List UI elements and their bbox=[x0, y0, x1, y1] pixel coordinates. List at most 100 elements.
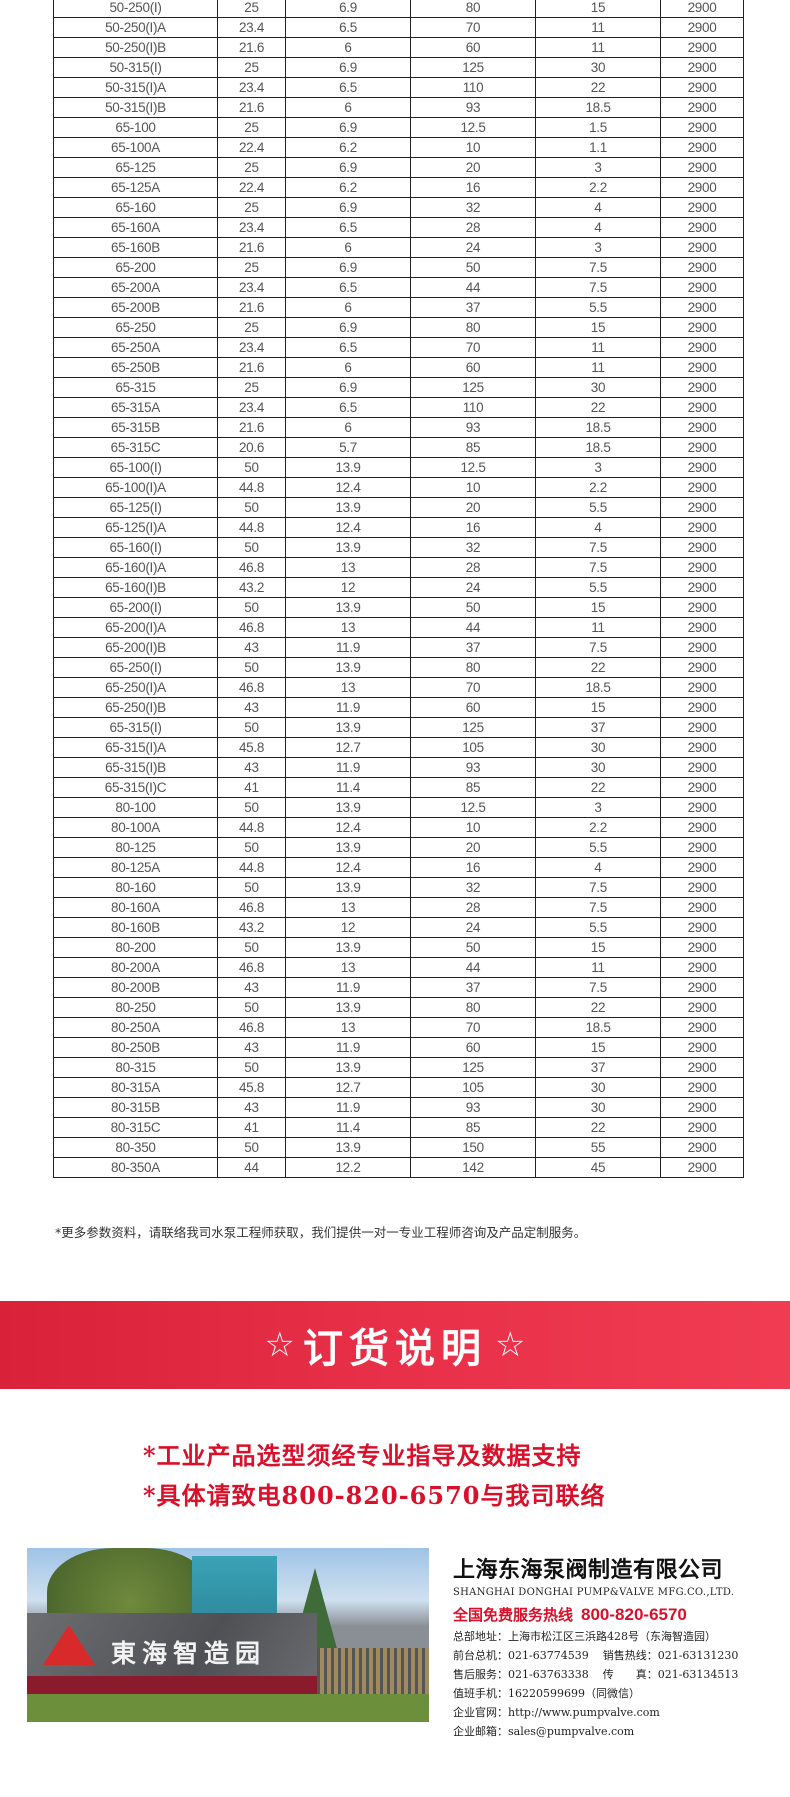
table-cell: 65-200B bbox=[53, 297, 218, 318]
table-row: 65-160(I)A 46.8 13 28 7.5 2900 bbox=[53, 557, 744, 578]
table-cell: 18.5 bbox=[535, 97, 661, 118]
table-cell: 65-315(I)A bbox=[53, 737, 218, 758]
table-cell: 2900 bbox=[660, 437, 744, 458]
table-cell: 25 bbox=[217, 317, 286, 338]
table-cell: 25 bbox=[217, 377, 286, 398]
table-cell: 13.9 bbox=[285, 717, 411, 738]
table-cell: 65-125 bbox=[53, 157, 218, 178]
table-cell: 24 bbox=[410, 237, 536, 258]
table-cell: 16 bbox=[410, 177, 536, 198]
table-cell: 2900 bbox=[660, 317, 744, 338]
table-cell: 7.5 bbox=[535, 637, 661, 658]
table-cell: 32 bbox=[410, 197, 536, 218]
table-cell: 25 bbox=[217, 117, 286, 138]
table-cell: 44 bbox=[410, 617, 536, 638]
table-cell: 18.5 bbox=[535, 437, 661, 458]
table-cell: 37 bbox=[410, 637, 536, 658]
table-cell: 2900 bbox=[660, 477, 744, 498]
table-cell: 2900 bbox=[660, 777, 744, 798]
table-cell: 80-350A bbox=[53, 1157, 218, 1178]
table-row: 80-315B 43 11.9 93 30 2900 bbox=[53, 1097, 744, 1118]
table-cell: 44 bbox=[410, 957, 536, 978]
table-cell: 16 bbox=[410, 517, 536, 538]
table-cell: 11 bbox=[535, 17, 661, 38]
table-cell: 13.9 bbox=[285, 837, 411, 858]
table-cell: 44.8 bbox=[217, 477, 286, 498]
table-cell: 65-100(I)A bbox=[53, 477, 218, 498]
table-row: 65-315(I) 50 13.9 125 37 2900 bbox=[53, 717, 744, 738]
table-cell: 2900 bbox=[660, 0, 744, 18]
table-cell: 2900 bbox=[660, 457, 744, 478]
table-cell: 45.8 bbox=[217, 737, 286, 758]
front-desk: 前台总机：021-63774539 bbox=[453, 1649, 589, 1662]
table-cell: 11.4 bbox=[285, 1117, 411, 1138]
company-info: 上海东海泵阀制造有限公司 SHANGHAI DONGHAI PUMP&VALVE… bbox=[453, 1552, 753, 1739]
table-cell: 11.9 bbox=[285, 1037, 411, 1058]
table-cell: 80-315 bbox=[53, 1057, 218, 1078]
table-cell: 65-160(I)B bbox=[53, 577, 218, 598]
table-row: 65-200 25 6.9 50 7.5 2900 bbox=[53, 257, 744, 278]
table-cell: 7.5 bbox=[535, 557, 661, 578]
table-cell: 70 bbox=[410, 677, 536, 698]
table-cell: 43.2 bbox=[217, 917, 286, 938]
table-cell: 125 bbox=[410, 57, 536, 78]
table-cell: 15 bbox=[535, 1037, 661, 1058]
table-cell: 43 bbox=[217, 977, 286, 998]
table-cell: 18.5 bbox=[535, 1017, 661, 1038]
table-cell: 2900 bbox=[660, 877, 744, 898]
table-cell: 65-100A bbox=[53, 137, 218, 158]
table-cell: 50 bbox=[217, 937, 286, 958]
mobile: 值班手机：16220599699（同微信） bbox=[453, 1687, 640, 1700]
table-cell: 11.9 bbox=[285, 977, 411, 998]
table-row: 65-315 25 6.9 125 30 2900 bbox=[53, 377, 744, 398]
table-cell: 50-250(I)B bbox=[53, 37, 218, 58]
table-cell: 11 bbox=[535, 617, 661, 638]
table-cell: 65-125(I)A bbox=[53, 517, 218, 538]
table-cell: 1.5 bbox=[535, 117, 661, 138]
table-cell: 7.5 bbox=[535, 877, 661, 898]
table-cell: 65-315(I)B bbox=[53, 757, 218, 778]
table-cell: 6 bbox=[285, 37, 411, 58]
website-link[interactable]: 企业官网：http://www.pumpvalve.com bbox=[453, 1706, 660, 1719]
table-row: 65-250(I)A 46.8 13 70 18.5 2900 bbox=[53, 677, 744, 698]
table-cell: 65-315A bbox=[53, 397, 218, 418]
slogan-line-2: *具体请致电800-820-6570与我司联络 bbox=[143, 1481, 606, 1510]
table-cell: 12 bbox=[285, 577, 411, 598]
table-cell: 12.7 bbox=[285, 737, 411, 758]
table-cell: 80-100A bbox=[53, 817, 218, 838]
fax: 传 真：021-63134513 bbox=[602, 1668, 739, 1681]
table-cell: 65-125A bbox=[53, 177, 218, 198]
table-cell: 44 bbox=[410, 277, 536, 298]
table-cell: 10 bbox=[410, 817, 536, 838]
table-cell: 46.8 bbox=[217, 617, 286, 638]
table-row: 65-250 25 6.9 80 15 2900 bbox=[53, 317, 744, 338]
table-row: 80-315 50 13.9 125 37 2900 bbox=[53, 1057, 744, 1078]
table-cell: 80-315A bbox=[53, 1077, 218, 1098]
gate-shape bbox=[317, 1648, 429, 1698]
hotline-number: 800-820-6570 bbox=[581, 1605, 687, 1624]
table-row: 65-125(I) 50 13.9 20 5.5 2900 bbox=[53, 497, 744, 518]
table-cell: 20 bbox=[410, 157, 536, 178]
table-cell: 50 bbox=[217, 457, 286, 478]
table-cell: 80-250A bbox=[53, 1017, 218, 1038]
table-cell: 13 bbox=[285, 677, 411, 698]
table-cell: 45.8 bbox=[217, 1077, 286, 1098]
table-cell: 13 bbox=[285, 557, 411, 578]
table-cell: 25 bbox=[217, 157, 286, 178]
table-cell: 50 bbox=[217, 537, 286, 558]
email-link[interactable]: 企业邮箱：sales@pumpvalve.com bbox=[453, 1725, 635, 1738]
table-cell: 60 bbox=[410, 37, 536, 58]
table-cell: 41 bbox=[217, 1117, 286, 1138]
table-cell: 2900 bbox=[660, 677, 744, 698]
table-cell: 6.5 bbox=[285, 397, 411, 418]
table-cell: 10 bbox=[410, 477, 536, 498]
table-cell: 4 bbox=[535, 517, 661, 538]
table-row: 80-250 50 13.9 80 22 2900 bbox=[53, 997, 744, 1018]
table-cell: 80-250B bbox=[53, 1037, 218, 1058]
table-row: 80-250B 43 11.9 60 15 2900 bbox=[53, 1037, 744, 1058]
table-cell: 28 bbox=[410, 557, 536, 578]
table-cell: 6 bbox=[285, 237, 411, 258]
table-cell: 23.4 bbox=[217, 217, 286, 238]
table-cell: 43 bbox=[217, 697, 286, 718]
table-cell: 25 bbox=[217, 0, 286, 18]
